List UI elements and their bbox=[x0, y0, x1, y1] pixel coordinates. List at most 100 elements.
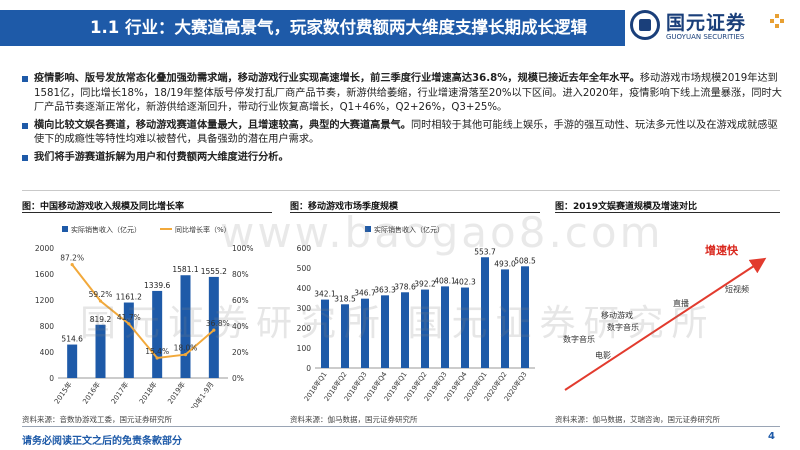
quarter-bar bbox=[381, 295, 389, 368]
point-label: 移动游戏 bbox=[601, 310, 633, 320]
annotation-fast-growth: 增速快 bbox=[705, 243, 739, 257]
bar-value-label: 819.2 bbox=[90, 315, 112, 324]
quarter-bar bbox=[501, 269, 509, 368]
bullet-item: 横向比较文娱各赛道，移动游戏赛道体量最大，且增速较高，典型的大赛道高景气。同时相… bbox=[22, 119, 782, 148]
bar-value-label: 553.7 bbox=[474, 247, 496, 256]
x-tick-label: 2015年 bbox=[52, 380, 74, 406]
figure-rule bbox=[22, 212, 272, 213]
page-number: 4 bbox=[768, 431, 775, 442]
growth-point bbox=[155, 356, 159, 360]
bar-value-label: 408.1 bbox=[434, 276, 456, 285]
y2-tick-label: 60% bbox=[232, 296, 249, 305]
growth-point bbox=[70, 263, 74, 267]
bullet-text: 同时相较于其他可能线上娱乐，手游的强互动性、玩法多元性以及在游戏成就感驱使下的成… bbox=[34, 119, 778, 146]
y2-tick-label: 40% bbox=[232, 322, 249, 331]
figure-title-1: 图：中国移动游戏收入规模及同比增长率 bbox=[22, 202, 185, 212]
growth-point bbox=[127, 322, 131, 326]
revenue-bar bbox=[95, 324, 106, 378]
bar-value-label: 493.0 bbox=[494, 259, 516, 268]
bar-value-label: 392.2 bbox=[414, 280, 436, 289]
chart-sector-comparison: 增速快 短视频 直播 移动游戏 数字音乐 数字音乐 电影 bbox=[563, 243, 767, 391]
revenue-bar bbox=[180, 275, 191, 378]
bar-value-label: 342.1 bbox=[314, 290, 336, 299]
growth-value-label: 36.8% bbox=[206, 319, 230, 328]
bar-value-label: 363.3 bbox=[374, 285, 396, 294]
logo-seal-icon bbox=[630, 10, 660, 40]
chart-quarterly-revenue: 实际销售收入（亿元） 0 100 200 300 400 500 600 342.1318.… bbox=[297, 225, 536, 403]
source-note-2: 资料来源：伽马数据，国元证券研究所 bbox=[290, 415, 418, 424]
y-tick-label: 300 bbox=[297, 304, 312, 313]
y-tick-label: 400 bbox=[40, 348, 55, 357]
chart-annual-revenue: 实际销售收入（亿元） 同比增长率（%） 0400800120016002000 … bbox=[35, 225, 254, 408]
revenue-bar bbox=[123, 302, 134, 378]
growth-value-label: 15.4% bbox=[145, 347, 169, 356]
y-tick-label: 1600 bbox=[35, 270, 54, 279]
bullet-text: 移动游戏市场规模2019年达到1581亿，同比增长18%，18/19年整体版号停… bbox=[34, 73, 782, 113]
y2-tick-label: 20% bbox=[232, 348, 249, 357]
quarter-bar bbox=[321, 299, 329, 368]
y-tick-label: 100 bbox=[297, 344, 312, 353]
y-tick-label: 0 bbox=[49, 374, 54, 383]
x-tick-label: 2016年 bbox=[81, 380, 103, 406]
bullet-bold: 疫情影响、版号发放常态化叠加强劲需求端，移动游戏行业实现高速增长，前三季度行业增… bbox=[34, 73, 640, 84]
growth-value-label: 59.2% bbox=[89, 290, 113, 299]
source-note-3: 资料来源：伽马数据，艾瑞咨询，国元证券研究所 bbox=[555, 415, 720, 424]
quarter-bar bbox=[421, 289, 429, 368]
legend-label-growth: 同比增长率（%） bbox=[175, 225, 231, 234]
y-tick-label: 200 bbox=[297, 324, 312, 333]
bullet-item: 疫情影响、版号发放常态化叠加强劲需求端，移动游戏行业实现高速增长，前三季度行业增… bbox=[22, 72, 782, 116]
legend-swatch-revenue bbox=[62, 226, 68, 232]
bullet-bold: 横向比较文娱各赛道，移动游戏赛道体量最大，且增速较高，典型的大赛道高景气。 bbox=[34, 119, 411, 131]
point-label: 电影 bbox=[595, 350, 611, 360]
source-note-1: 资料来源：音数协游戏工委，国元证券研究所 bbox=[22, 415, 172, 424]
growth-arrow bbox=[564, 257, 767, 391]
point-label: 直播 bbox=[673, 298, 689, 308]
growth-point bbox=[212, 328, 216, 332]
figure-title-2: 图：移动游戏市场季度规模 bbox=[290, 202, 399, 212]
quarter-bar bbox=[461, 287, 469, 368]
quarter-bar bbox=[341, 304, 349, 368]
company-logo: 国元证券 GUOYUAN SECURITIES bbox=[630, 8, 790, 48]
bar-value-label: 1161.2 bbox=[116, 293, 142, 302]
legend-label-revenue: 实际销售收入（亿元） bbox=[71, 225, 141, 234]
quarter-bar bbox=[401, 292, 409, 368]
y-tick-label: 0 bbox=[306, 364, 311, 373]
bar-value-label: 318.5 bbox=[334, 294, 356, 303]
disclaimer: 请务必阅读正文之后的免责条款部分 bbox=[22, 436, 182, 447]
growth-point bbox=[183, 353, 188, 357]
logo-name-cn: 国元证券 bbox=[666, 12, 747, 34]
growth-rate-line bbox=[71, 264, 215, 360]
y2-tick-label: 80% bbox=[232, 270, 249, 279]
y2-tick-label: 0% bbox=[232, 374, 244, 383]
bar-value-label: 1555.2 bbox=[201, 267, 227, 276]
x-tick-label: 2017年 bbox=[109, 380, 131, 406]
y-tick-label: 2000 bbox=[35, 244, 54, 253]
bar-value-label: 514.6 bbox=[61, 335, 83, 344]
y-tick-label: 400 bbox=[297, 284, 312, 293]
logo-dots-icon bbox=[770, 14, 784, 28]
header-bar: 1.1 行业：大赛道高景气，玩家数付费额两大维度支撑长期成长逻辑 bbox=[0, 10, 625, 46]
growth-value-label: 87.2% bbox=[60, 254, 84, 263]
figure-title-3: 图：2019文娱赛道规模及增速对比 bbox=[555, 202, 698, 212]
y-tick-label: 500 bbox=[297, 264, 312, 273]
footer-rule bbox=[22, 426, 780, 427]
figure-rule bbox=[290, 212, 540, 213]
bar-value-label: 1581.1 bbox=[172, 265, 198, 274]
bar-value-label: 346.7 bbox=[354, 289, 376, 298]
bar-value-label: 378.6 bbox=[394, 282, 416, 291]
bullet-list: 疫情影响、版号发放常态化叠加强劲需求端，移动游戏行业实现高速增长，前三季度行业增… bbox=[22, 72, 782, 168]
logo-name-en: GUOYUAN SECURITIES bbox=[666, 33, 745, 41]
section-divider bbox=[22, 190, 780, 191]
bullet-item: 我们将手游赛道拆解为用户和付费额两大维度进行分析。 bbox=[22, 151, 782, 166]
revenue-bar bbox=[67, 344, 78, 378]
quarter-bar bbox=[361, 298, 369, 368]
point-label: 数字音乐 bbox=[607, 322, 639, 332]
growth-value-label: 41.7% bbox=[117, 313, 141, 322]
bar-value-label: 402.3 bbox=[454, 278, 476, 287]
point-label: 短视频 bbox=[725, 284, 749, 294]
figure-rule bbox=[555, 212, 780, 213]
legend-swatch-revenue bbox=[365, 226, 371, 232]
quarter-bar bbox=[521, 266, 529, 368]
y-tick-label: 800 bbox=[40, 322, 55, 331]
x-tick-label: 2018年 bbox=[137, 380, 159, 406]
